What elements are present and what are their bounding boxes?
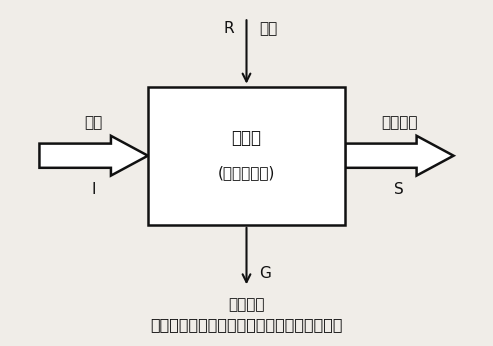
Text: 降水: 降水: [259, 21, 277, 36]
Text: 農　地: 農 地: [232, 129, 261, 147]
Text: 地下浸透: 地下浸透: [228, 298, 265, 312]
Text: 図１　水移動からみた農地の物質収支概念図: 図１ 水移動からみた農地の物質収支概念図: [150, 317, 343, 332]
Polygon shape: [39, 136, 148, 175]
Text: G: G: [259, 266, 271, 281]
Text: (窒素，リン): (窒素，リン): [218, 165, 275, 181]
Bar: [148, 86, 345, 225]
Text: R: R: [223, 21, 234, 36]
Text: S: S: [394, 182, 404, 197]
Text: 用水: 用水: [84, 115, 103, 130]
Text: 地表排水: 地表排水: [381, 115, 418, 130]
Polygon shape: [345, 136, 454, 175]
Text: I: I: [91, 182, 96, 197]
